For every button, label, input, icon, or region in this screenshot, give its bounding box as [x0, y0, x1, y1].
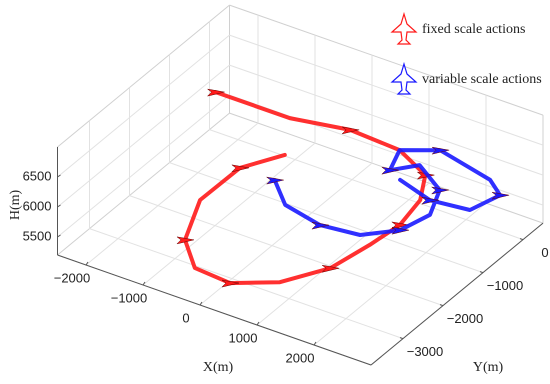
grid-line [229, 34, 544, 146]
trajectory [183, 90, 428, 286]
x-tick-label: −1000 [111, 290, 148, 305]
tick-mark [256, 321, 260, 326]
x-tick-label: 2000 [286, 350, 315, 365]
x-tick-label: 0 [182, 310, 189, 325]
trajectory [272, 148, 503, 237]
z-axis-label: H(m) [8, 190, 23, 221]
grid-line [57, 34, 230, 178]
legend-label: fixed scale actions [422, 22, 525, 37]
y-axis-line [370, 222, 544, 366]
grid-line [209, 129, 524, 241]
grid-line [85, 122, 259, 266]
y-tick-label: −1000 [487, 278, 524, 293]
grid-line [313, 202, 487, 346]
grid-line [129, 195, 444, 307]
aircraft-marker [265, 176, 284, 185]
aircraft-marker [341, 126, 360, 135]
grid-layer: −2000 −1000 0 1000 2000 0 −1000 −2000 −3000 5500 6… [23, 4, 549, 366]
tick-mark [199, 301, 203, 306]
aircraft-marker [421, 196, 439, 205]
aircraft-marker [231, 164, 249, 173]
x-tick-label: −2000 [54, 270, 91, 285]
y-axis-label: Y(m) [473, 360, 504, 375]
legend-label: variable scale actions [422, 72, 542, 87]
tick-mark [313, 341, 317, 346]
aircraft-marker [221, 279, 240, 288]
grid-line [57, 94, 230, 238]
aircraft-marker [491, 191, 510, 200]
grid-line [169, 162, 484, 274]
data-layer [176, 88, 510, 288]
aircraft-marker [391, 226, 410, 235]
tick-mark [85, 261, 89, 266]
x-axis-line [57, 254, 372, 366]
aircraft-marker [176, 236, 195, 245]
grid-line [57, 64, 230, 208]
box-edge [229, 4, 544, 116]
x-tick-label: 1000 [229, 330, 258, 345]
box-edge [57, 112, 230, 256]
grid-line [256, 182, 430, 326]
aircraft-marker [430, 186, 449, 195]
y-tick-label: 0 [541, 245, 548, 260]
aircraft-marker [206, 88, 225, 97]
grid-line [142, 142, 316, 286]
aircraft-marker [381, 166, 399, 175]
aircraft-marker [321, 264, 340, 273]
z-tick-label: 6500 [23, 168, 52, 183]
z-tick-label: 6000 [23, 198, 52, 213]
legend-icon [390, 11, 418, 45]
y-tick-label: −3000 [407, 344, 444, 359]
y-tick-label: −2000 [447, 311, 484, 326]
x-axis-label: X(m) [203, 360, 234, 375]
grid-line [229, 64, 544, 176]
aircraft-marker [311, 221, 330, 230]
aircraft-marker [431, 146, 450, 155]
aircraft-marker [391, 221, 409, 230]
box-edge [57, 4, 230, 148]
z-tick-label: 5500 [23, 228, 52, 243]
tick-mark [142, 281, 146, 286]
legend-icon [390, 61, 418, 95]
